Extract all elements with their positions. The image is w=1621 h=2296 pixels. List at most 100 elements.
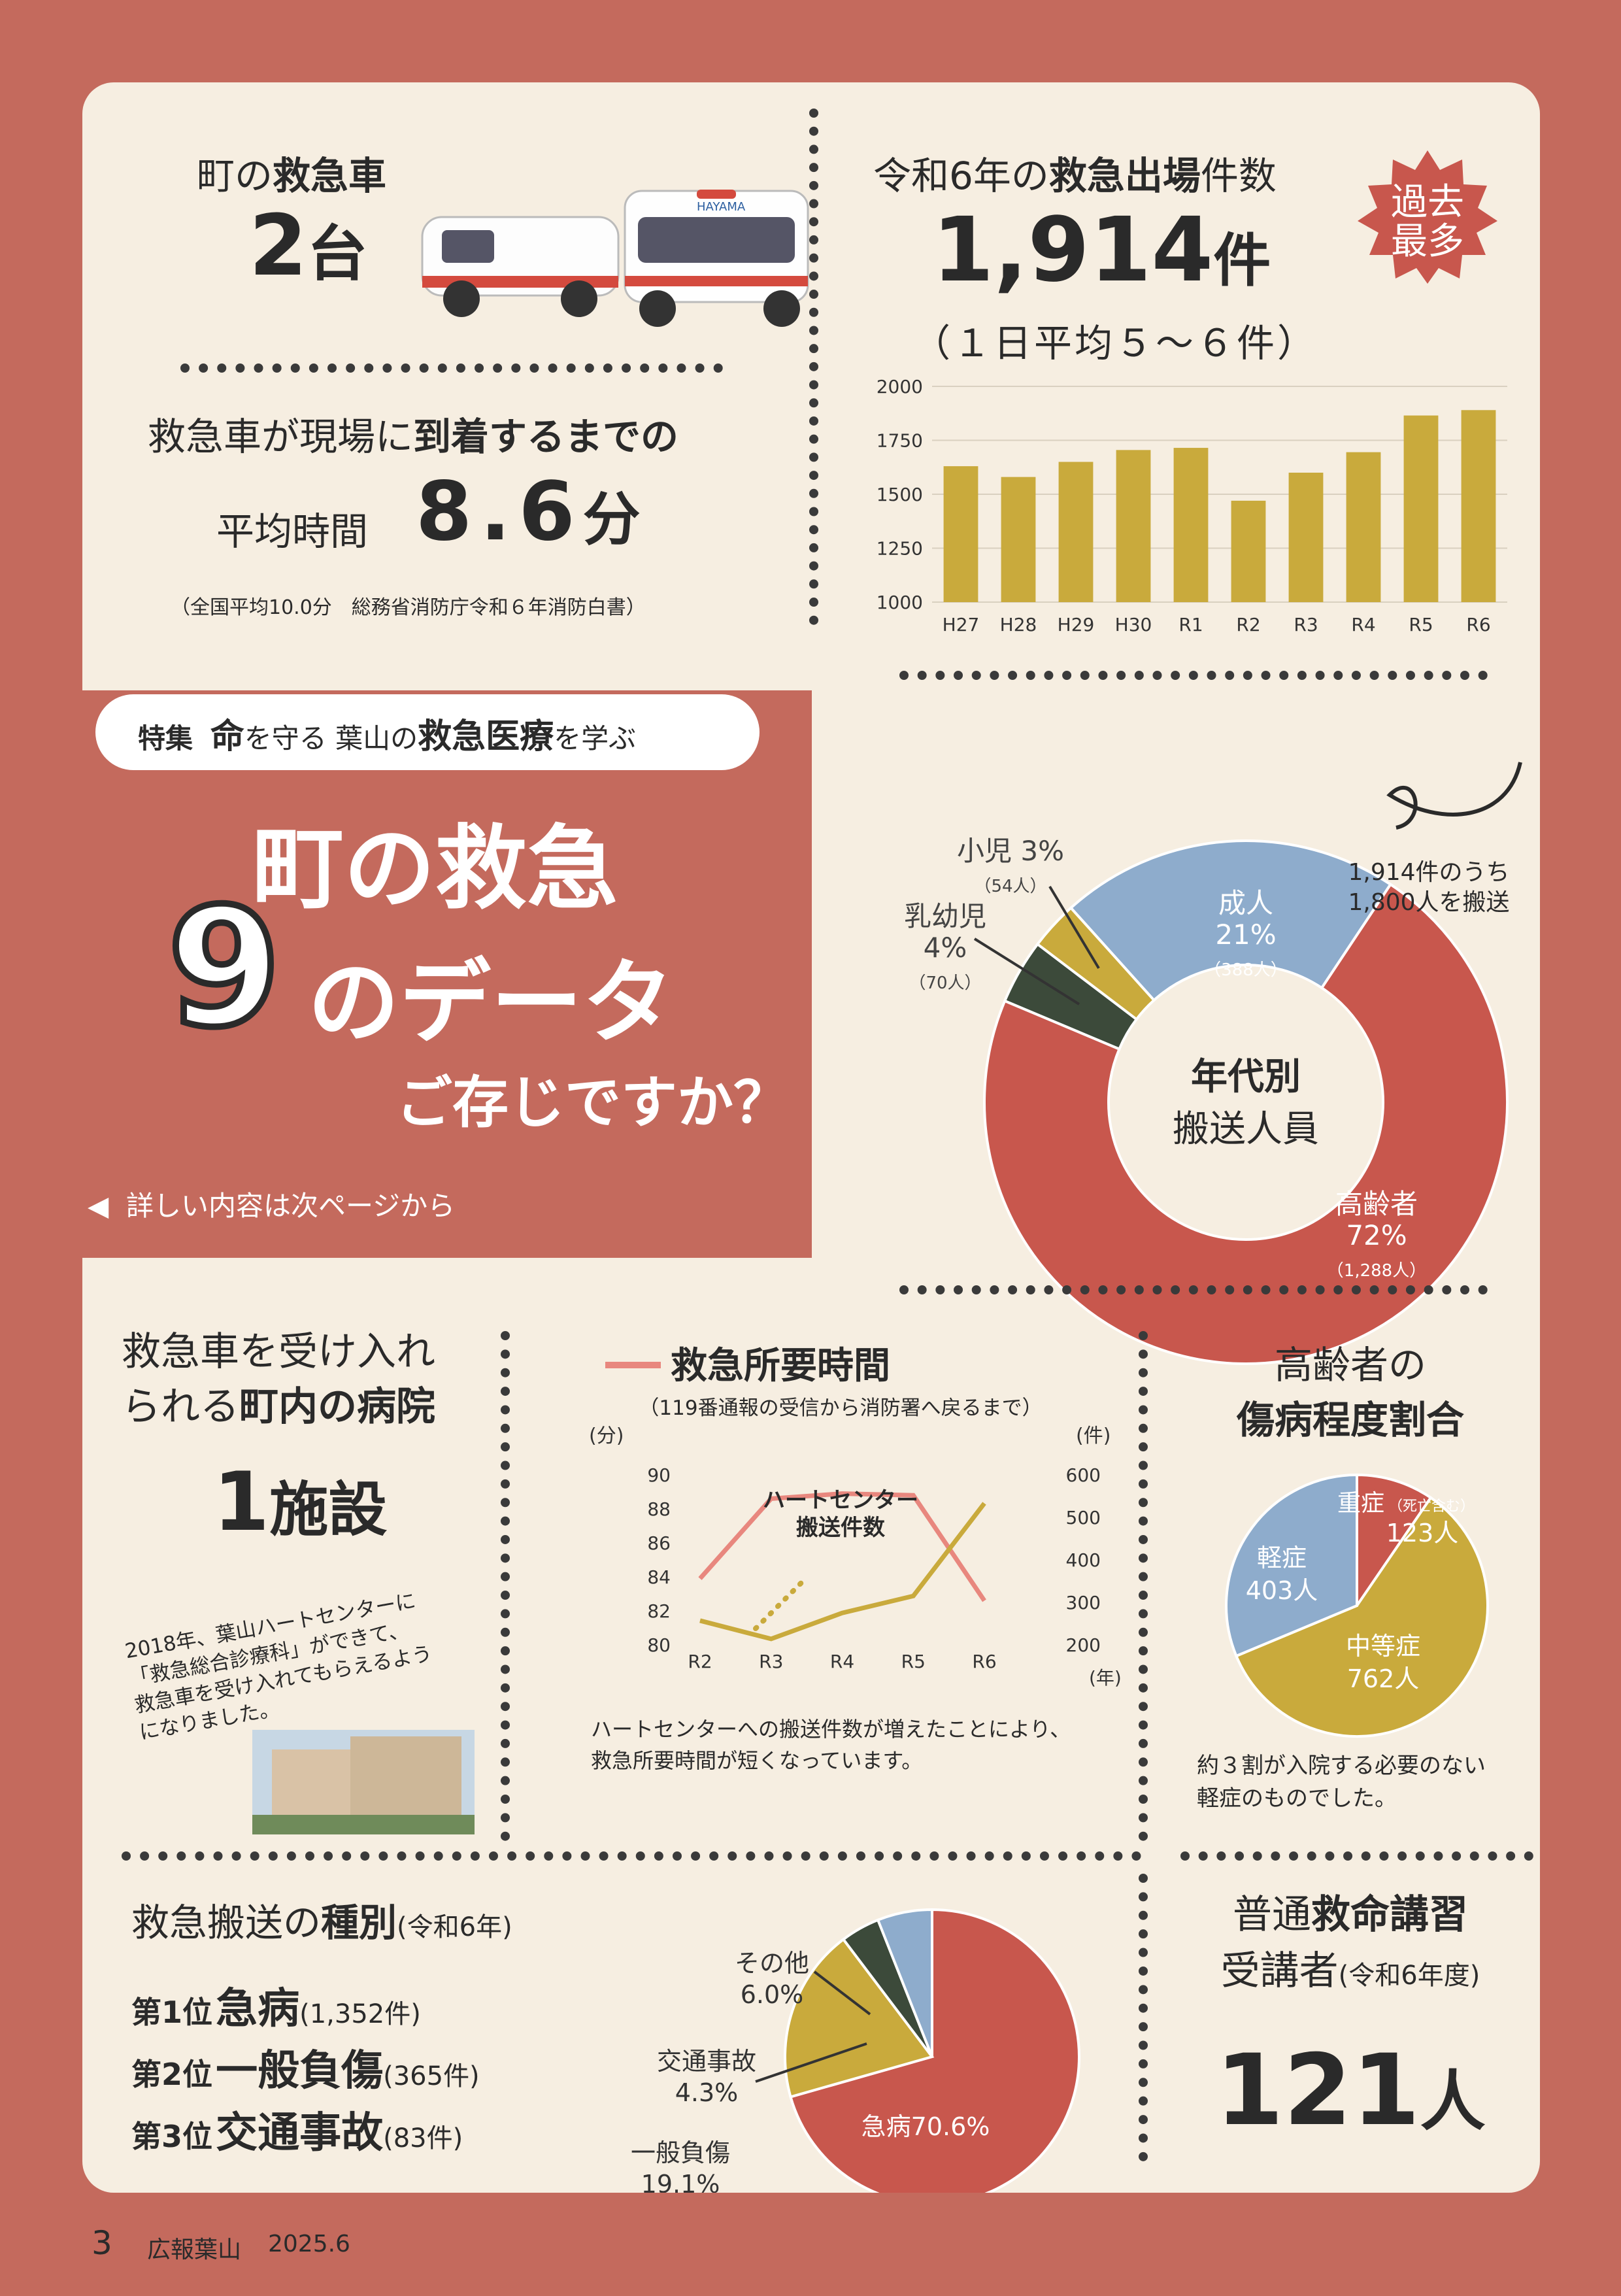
- response-time-chart: 救急所要時間 （119番通報の受信から消防署へ戻るまで） (分) (件) 80 82 84 8…: [589, 1345, 1122, 1773]
- ranking-item: 第2位 一般負傷(365件): [131, 2047, 480, 2095]
- pie-slice: [1069, 839, 1393, 1002]
- slice-label: 軽症: [1257, 1544, 1307, 1572]
- dispatch-title: 令和6年の救急出場件数: [873, 154, 1277, 198]
- x-tick-label: R3: [1294, 614, 1318, 635]
- pie-slice: [1225, 1473, 1358, 1658]
- ranking-item: 第3位 交通事故(83件): [131, 2109, 463, 2157]
- slice-count: 762人: [1347, 1664, 1420, 1693]
- slice-label: 高齢者: [1335, 1188, 1418, 1220]
- y-left-tick: 84: [647, 1566, 671, 1588]
- feature-panel: 特集 命を守る 葉山の救急医療を学ぶ 町の救急 9 のデータ ご存じですか？ ◀…: [82, 690, 812, 1258]
- x-tick-label: R5: [901, 1651, 926, 1672]
- slice-label: （1,288人）: [1327, 1261, 1426, 1281]
- y-left-unit: (分): [589, 1425, 624, 1447]
- divider: [899, 1285, 1488, 1294]
- slice-count: 123人: [1386, 1519, 1459, 1547]
- series-line: [698, 1491, 986, 1602]
- publication-name: 広報葉山: [147, 2237, 242, 2263]
- course-value: 121人: [1215, 2034, 1486, 2148]
- chart-caption-line1: ハートセンターへの搬送件数が増えたことにより、: [591, 1717, 1071, 1742]
- x-tick-label: R3: [759, 1651, 783, 1672]
- bar: [1058, 462, 1094, 602]
- y-tick-label: 1500: [877, 484, 923, 505]
- chart-caption-line2: 救急所要時間が短くなっています。: [591, 1748, 922, 1773]
- course-title: 普通救命講習 受講者(令和6年度): [1220, 1892, 1480, 1994]
- x-tick-label: H29: [1058, 614, 1095, 635]
- x-tick-label: H27: [943, 614, 980, 635]
- bar: [1346, 452, 1381, 602]
- slice-label: 21%: [1215, 919, 1276, 951]
- donut-center-line1: 年代別: [1191, 1056, 1301, 1098]
- slice-label: （70人）: [909, 973, 981, 993]
- pie-slice: [1234, 1496, 1489, 1738]
- y-right-tick: 500: [1066, 1507, 1101, 1528]
- x-tick-label: R6: [972, 1651, 996, 1672]
- publication-date: 2025.6: [268, 2231, 350, 2257]
- y-right-tick: 600: [1066, 1464, 1101, 1486]
- transport-title: 救急搬送の種別(令和6年): [131, 1900, 512, 1945]
- record-badge: 過去 最多: [1358, 150, 1497, 284]
- leader-line: [1048, 885, 1100, 970]
- y-right-unit: (件): [1076, 1425, 1111, 1447]
- y-right-tick: 300: [1066, 1592, 1101, 1613]
- chart-title: 救急所要時間: [671, 1345, 890, 1387]
- hospital-note: 2018年、葉山ハートセンターに 「救急総合診療科」ができて、 救急車を受け入れても…: [123, 1589, 434, 1745]
- slice-label: 交通事故: [657, 2047, 756, 2076]
- slice-label: 4%: [924, 932, 967, 964]
- slice-sublabel: （死亡含む）: [1388, 1498, 1475, 1515]
- arrival-note: （全国平均10.0分 総務省消防庁令和６年消防白書）: [171, 596, 646, 619]
- slice-percent: 6.0%: [741, 1980, 804, 2009]
- dispatch-value: 1,914件: [932, 199, 1271, 302]
- divider: [501, 1331, 510, 1841]
- x-tick-label: R2: [688, 1651, 712, 1672]
- y-left-tick: 88: [647, 1498, 671, 1520]
- slice-percent: 4.3%: [675, 2078, 739, 2107]
- pie-slice: [983, 883, 1509, 1365]
- y-left-tick: 80: [647, 1634, 671, 1656]
- ambulance-vehicle-text: HAYAMA: [697, 200, 746, 214]
- x-tick-label: R4: [830, 1651, 854, 1672]
- x-tick-label: R5: [1409, 614, 1433, 635]
- dispatch-bar-chart: 1000 1250 1500 1750 2000 H27 H28 H29 H30 R1 R2 R3 R4…: [877, 376, 1507, 635]
- series-label-line1: ハートセンター: [763, 1487, 918, 1513]
- chart-subtitle: （119番通報の受信から消防署へ戻るまで）: [639, 1396, 1042, 1420]
- annotation-arrow-icon: [1386, 762, 1522, 830]
- ambulance-count: 2台: [249, 197, 368, 295]
- y-right-tick: 400: [1066, 1549, 1101, 1571]
- dispatch-sub: （１日平均５～６件）: [912, 321, 1318, 365]
- x-tick-label: R4: [1351, 614, 1375, 635]
- feature-pill: [95, 694, 760, 770]
- severity-caption: 約３割が入院する必要のない 軽症のものでした。: [1197, 1753, 1486, 1812]
- divider: [1180, 1851, 1533, 1861]
- bar: [1116, 450, 1151, 602]
- hospital-title: 救急車を受け入れ られる町内の病院: [122, 1329, 435, 1430]
- ambulance-label: 町の救急車: [197, 154, 387, 198]
- ambulance-illustration: HAYAMA: [421, 190, 809, 327]
- divider: [1139, 1874, 1148, 2161]
- bar: [943, 466, 978, 602]
- bar: [1001, 477, 1036, 602]
- x-unit: (年): [1089, 1667, 1122, 1689]
- feature-title1: 町の救急: [252, 816, 619, 922]
- y-left-tick: 82: [647, 1600, 671, 1622]
- back-arrow-icon: ◀: [88, 1190, 109, 1222]
- annotation-line2: 1,800人を搬送: [1348, 889, 1509, 916]
- bar: [1231, 500, 1266, 602]
- next-page-link[interactable]: ◀ 詳しい内容は次ページから: [88, 1190, 456, 1222]
- leader-line: [973, 937, 1080, 1005]
- series-line: [699, 1502, 986, 1642]
- severity-title: 高齢者の 傷病程度割合: [1236, 1343, 1464, 1442]
- badge-line1: 過去: [1391, 181, 1464, 224]
- hospital-photo: [252, 1730, 475, 1834]
- slice-label: （54人）: [974, 877, 1046, 896]
- divider: [122, 1851, 1141, 1861]
- bar: [1288, 473, 1324, 602]
- slice-label: その他: [735, 1949, 809, 1978]
- page-number: 3: [92, 2224, 112, 2262]
- slice-label: 一般負傷: [631, 2138, 730, 2167]
- series-label-line2: 搬送件数: [796, 1515, 885, 1541]
- x-tick-label: H30: [1115, 614, 1152, 635]
